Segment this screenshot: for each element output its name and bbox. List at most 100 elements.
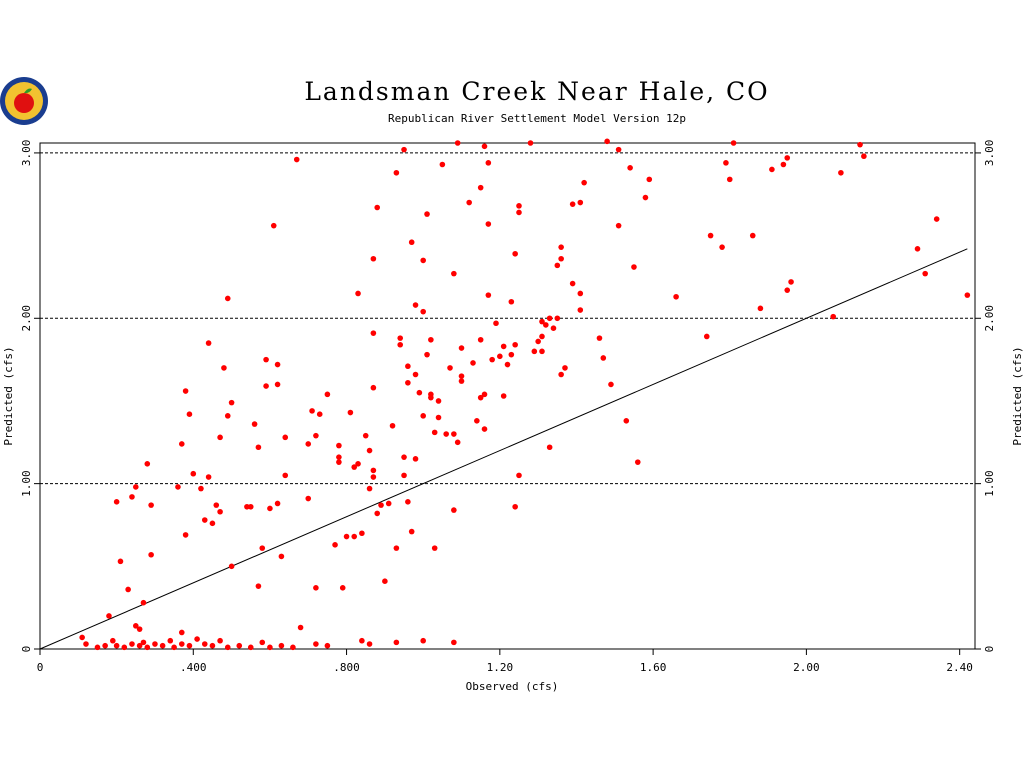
data-point [596,335,603,341]
data-point [634,459,641,465]
data-point [194,636,200,642]
data-point [309,408,315,414]
data-point [577,199,584,206]
data-point [102,642,108,649]
data-point [443,431,449,437]
x-tick-label: 2.00 [793,661,820,674]
data-point [481,143,488,150]
data-point [336,454,342,460]
data-point [964,292,971,298]
data-point [324,391,331,398]
data-point [110,637,116,644]
data-point [247,503,254,510]
data-point [477,394,484,401]
data-point [182,532,189,538]
data-point [259,639,266,646]
data-point [343,533,350,540]
data-point [385,500,392,507]
data-point [316,411,323,417]
data-point [274,381,281,388]
data-point [569,280,576,287]
data-point [451,639,457,646]
data-point [405,363,411,370]
data-point [305,441,312,447]
data-point [178,441,185,447]
data-point [393,169,400,176]
data-point [512,503,518,510]
logo-apple-icon [14,93,34,113]
data-point [132,484,139,490]
x-axis-ticks: 0 .400 .800 1.20 1.60 2.00 2.40 [37,649,973,674]
data-point [267,505,273,512]
data-point [623,418,630,424]
x-tick-label: .800 [333,661,360,674]
data-point [500,393,507,399]
data-point [412,371,419,378]
data-point [512,341,518,348]
data-point [608,381,614,388]
data-point [707,232,714,239]
data-point [531,348,538,355]
data-point [370,474,377,480]
data-point [558,371,564,378]
data-point [577,307,584,313]
data-point [830,313,837,320]
data-point [615,146,622,153]
data-point [508,351,515,358]
data-point [186,642,193,649]
y-axis-ticks: 0 0 1.00 1.00 2.00 2.00 3.00 3.00 [20,140,996,653]
data-point [642,194,649,201]
data-point [140,639,147,646]
data-point [401,454,407,460]
data-point [554,315,561,322]
data-point [535,338,541,345]
data-point [217,637,223,644]
data-point [539,333,545,340]
data-point [493,320,499,327]
data-point [393,639,400,646]
gridlines [40,152,975,485]
data-point [393,545,400,551]
data-point [144,644,151,651]
data-point [125,586,131,593]
data-point [477,336,484,343]
data-point [113,642,120,649]
x-tick-label: .400 [180,661,207,674]
chart-title: Landsman Creek Near Hale, CO [304,77,769,106]
x-tick-label: 1.20 [487,661,514,674]
data-point [140,599,147,606]
data-point [424,351,430,358]
data-point [439,161,446,168]
data-point [412,456,419,462]
y-tick-label-left: 0 [20,646,33,653]
data-point [627,165,633,171]
y-tick-label-right: 3.00 [983,140,996,167]
data-point [516,209,522,216]
data-point [466,199,472,206]
data-point [861,153,867,160]
data-point [485,292,492,298]
data-point [401,472,407,479]
data-point [431,545,438,551]
data-point [527,140,534,146]
data-point [136,642,143,649]
data-point [516,472,522,479]
data-point [504,361,511,368]
data-point [228,563,235,570]
data-point [144,460,151,467]
y-tick-label-right: 0 [983,646,996,653]
data-point [631,264,637,270]
data-point [757,305,764,312]
data-point [378,502,384,508]
data-point [431,429,438,436]
data-point [136,626,143,632]
data-point [477,184,484,191]
y-axis-title-left: Predicted (cfs) [2,346,15,445]
data-point [730,140,737,146]
data-point [749,232,756,239]
data-point [784,155,791,161]
data-point [305,495,312,502]
data-point [332,542,338,548]
data-point [412,302,419,308]
